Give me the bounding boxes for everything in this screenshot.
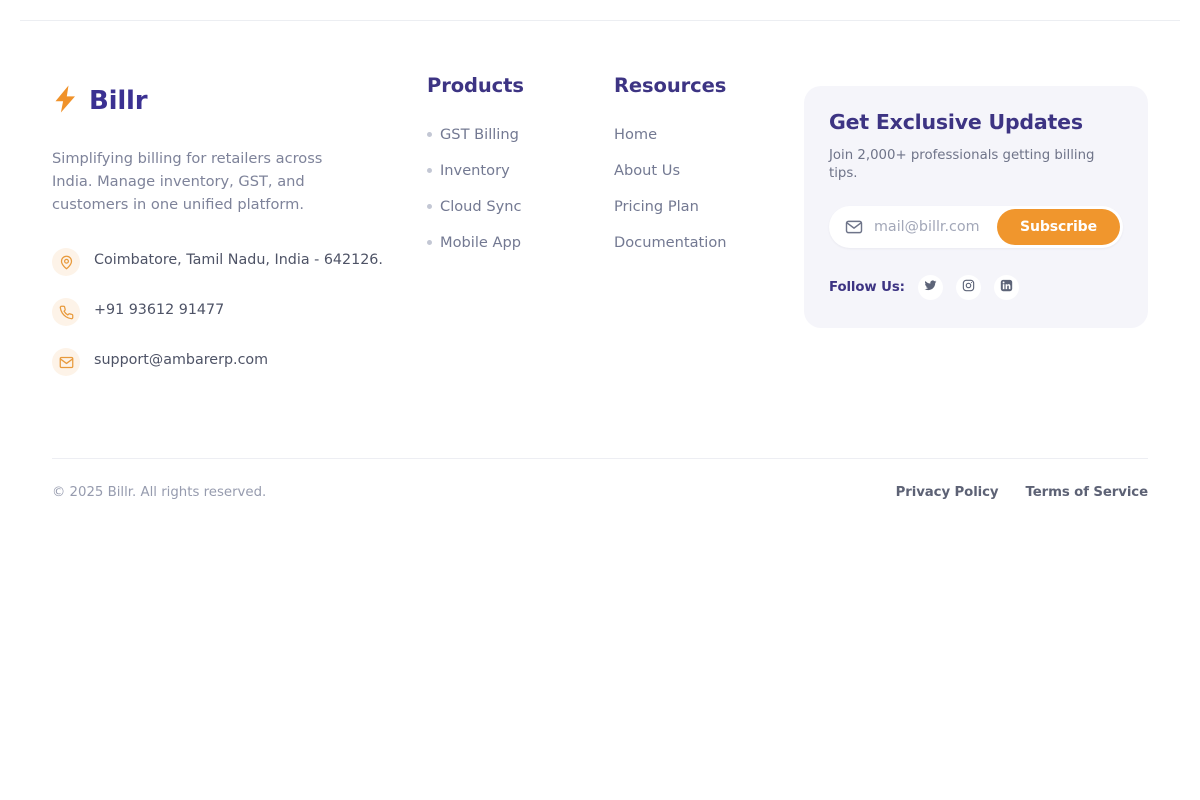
resource-link-about-us[interactable]: About Us <box>614 158 804 183</box>
newsletter-subtitle: Join 2,000+ professionals getting billin… <box>829 147 1095 181</box>
envelope-icon <box>845 218 863 236</box>
privacy-policy-link[interactable]: Privacy Policy <box>895 485 999 500</box>
twitter-icon <box>924 279 937 295</box>
product-link-label: Cloud Sync <box>440 197 522 215</box>
resource-link-label: About Us <box>614 161 681 179</box>
top-divider <box>20 20 1180 21</box>
product-link-cloud-sync[interactable]: Cloud Sync <box>427 194 614 219</box>
brand-logo[interactable]: Billr <box>52 84 427 118</box>
contact-email[interactable]: support@ambarerp.com <box>52 347 427 376</box>
linkedin-icon <box>1000 279 1013 295</box>
legal-links: Privacy Policy Terms of Service <box>896 485 1148 500</box>
contact-list: Coimbatore, Tamil Nadu, India - 642126. … <box>52 247 427 376</box>
bullet-dot-icon <box>427 167 432 173</box>
envelope-icon <box>52 348 80 376</box>
contact-email-text: support@ambarerp.com <box>94 352 269 368</box>
subscribe-button[interactable]: Subscribe <box>996 208 1120 245</box>
resource-link-documentation[interactable]: Documentation <box>614 230 804 255</box>
footer-columns: Billr Simplifying billing for retailers … <box>52 20 1148 376</box>
resource-link-home[interactable]: Home <box>614 122 804 147</box>
instagram-icon <box>962 279 975 295</box>
follow-us-label: Follow Us: <box>829 279 905 295</box>
resources-title: Resources <box>614 74 727 97</box>
social-link-linkedin[interactable] <box>993 274 1019 300</box>
product-link-label: GST Billing <box>440 125 519 143</box>
products-list: GST Billing Inventory Cloud Sync Mobile … <box>427 122 614 255</box>
contact-phone[interactable]: +91 93612 91477 <box>52 297 427 326</box>
brand-description: Simplifying billing for retailers across… <box>52 150 323 213</box>
phone-icon <box>52 298 80 326</box>
resources-column: Resources Home About Us Pricing Plan Doc… <box>614 76 804 255</box>
copyright-text: © 2025 Billr. All rights reserved. <box>52 485 267 500</box>
product-link-inventory[interactable]: Inventory <box>427 158 614 183</box>
subscribe-form: Subscribe <box>829 205 1123 248</box>
social-link-instagram[interactable] <box>955 274 981 300</box>
product-link-label: Mobile App <box>440 233 522 251</box>
location-pin-icon <box>52 248 80 276</box>
product-link-label: Inventory <box>440 161 510 179</box>
footer-bottom-bar: © 2025 Billr. All rights reserved. Priva… <box>52 459 1148 500</box>
bullet-dot-icon <box>427 203 432 209</box>
contact-address-text: Coimbatore, Tamil Nadu, India - 642126. <box>94 252 383 268</box>
contact-phone-text: +91 93612 91477 <box>94 302 225 318</box>
bullet-dot-icon <box>427 131 432 137</box>
brand-column: Billr Simplifying billing for retailers … <box>52 76 427 376</box>
brand-name: Billr <box>89 86 148 116</box>
footer-divider <box>52 458 1148 459</box>
follow-us-row: Follow Us: <box>829 274 1123 300</box>
site-footer: Billr Simplifying billing for retailers … <box>0 20 1200 500</box>
resource-link-pricing-plan[interactable]: Pricing Plan <box>614 194 804 219</box>
product-link-gst-billing[interactable]: GST Billing <box>427 122 614 147</box>
resource-link-label: Home <box>614 125 658 143</box>
resource-link-label: Pricing Plan <box>614 197 699 215</box>
newsletter-card: Get Exclusive Updates Join 2,000+ profes… <box>804 86 1148 328</box>
contact-address[interactable]: Coimbatore, Tamil Nadu, India - 642126. <box>52 247 427 276</box>
products-column: Products GST Billing Inventory Cloud Syn… <box>427 76 614 255</box>
lightning-bolt-icon <box>52 84 78 118</box>
resource-link-label: Documentation <box>614 233 727 251</box>
resources-list: Home About Us Pricing Plan Documentation <box>614 122 804 255</box>
email-input[interactable] <box>874 218 997 235</box>
terms-of-service-link[interactable]: Terms of Service <box>1025 485 1148 500</box>
social-link-twitter[interactable] <box>917 274 943 300</box>
newsletter-title: Get Exclusive Updates <box>829 110 1083 134</box>
product-link-mobile-app[interactable]: Mobile App <box>427 230 614 255</box>
newsletter-column: Get Exclusive Updates Join 2,000+ profes… <box>804 76 1148 328</box>
products-title: Products <box>427 74 524 97</box>
bullet-dot-icon <box>427 239 432 245</box>
